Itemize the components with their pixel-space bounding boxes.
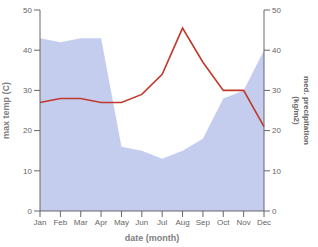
svg-text:May: May — [114, 218, 129, 227]
svg-text:Jan: Jan — [34, 218, 47, 227]
svg-text:Oct: Oct — [217, 218, 230, 227]
svg-text:30: 30 — [23, 86, 32, 95]
svg-text:Aug: Aug — [175, 218, 189, 227]
svg-text:Jun: Jun — [135, 218, 148, 227]
svg-text:10: 10 — [23, 167, 32, 176]
svg-text:20: 20 — [272, 126, 281, 135]
svg-text:0: 0 — [28, 207, 33, 216]
svg-text:40: 40 — [272, 46, 281, 55]
svg-text:10: 10 — [272, 167, 281, 176]
svg-text:20: 20 — [23, 126, 32, 135]
svg-text:Mar: Mar — [74, 218, 88, 227]
svg-text:40: 40 — [23, 46, 32, 55]
svg-text:med. precipitation(kg/m2): med. precipitation(kg/m2) — [292, 76, 311, 145]
svg-text:Apr: Apr — [95, 218, 108, 227]
svg-text:50: 50 — [23, 6, 32, 15]
svg-text:date (month): date (month) — [125, 233, 180, 243]
svg-text:30: 30 — [272, 86, 281, 95]
svg-text:Nov: Nov — [237, 218, 251, 227]
svg-text:Dec: Dec — [257, 218, 271, 227]
svg-text:0: 0 — [272, 207, 277, 216]
svg-text:max temp (C): max temp (C) — [1, 82, 11, 139]
svg-text:50: 50 — [272, 6, 281, 15]
svg-text:Feb: Feb — [53, 218, 67, 227]
svg-text:Sep: Sep — [196, 218, 211, 227]
svg-text:Jul: Jul — [157, 218, 167, 227]
